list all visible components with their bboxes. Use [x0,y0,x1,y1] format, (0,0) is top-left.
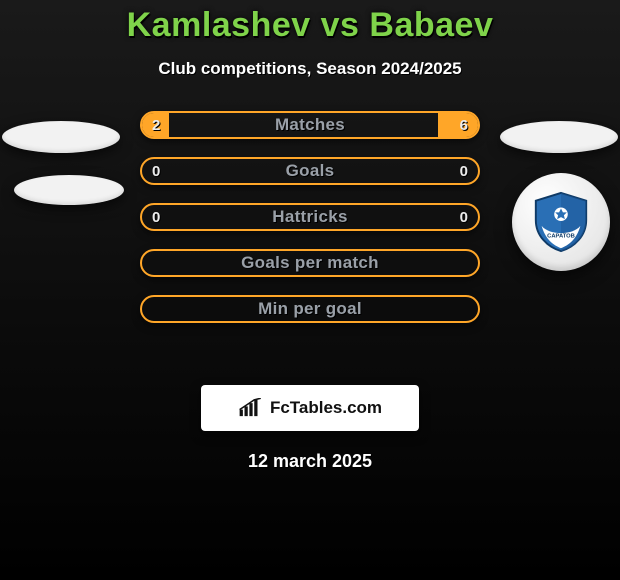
stat-label: Goals [286,161,335,181]
right-club-crest: CAPATOB [512,173,610,271]
title-left: Kamlashev [127,6,311,44]
stat-fill-right [438,113,478,137]
stat-rows: 2 Matches 6 0 Goals 0 0 Hattricks 0 Goals per mat… [140,111,480,341]
brand-text: FcTables.com [270,398,382,418]
stat-row: Min per goal [140,295,480,323]
stat-row: Goals per match [140,249,480,277]
stat-label: Hattricks [272,207,347,227]
stat-row: 2 Matches 6 [140,111,480,139]
svg-text:CAPATOB: CAPATOB [547,234,575,240]
stat-row: 0 Goals 0 [140,157,480,185]
title-vs: vs [321,6,360,44]
stat-right-value: 6 [460,113,468,137]
left-placeholder-1 [2,121,120,153]
stat-left-value: 0 [152,159,160,183]
shield-icon: CAPATOB [530,191,592,253]
title-right: Babaev [369,6,493,44]
stat-label: Goals per match [241,253,379,273]
left-placeholder-2 [14,175,124,205]
stat-left-value: 2 [152,113,160,137]
stats-stage: CAPATOB 2 Matches 6 0 Goals 0 0 Hattricks 0 Goals… [0,111,620,371]
stat-label: Min per goal [258,299,362,319]
stat-row: 0 Hattricks 0 [140,203,480,231]
date-label: 12 march 2025 [0,451,620,472]
right-placeholder-1 [500,121,618,153]
brand-banner: FcTables.com [201,385,419,431]
stat-label: Matches [275,115,345,135]
page-title: Kamlashev vs Babaev [0,0,620,45]
subtitle: Club competitions, Season 2024/2025 [0,59,620,79]
stat-right-value: 0 [460,205,468,229]
stat-right-value: 0 [460,159,468,183]
bar-chart-icon [238,398,264,418]
stat-left-value: 0 [152,205,160,229]
